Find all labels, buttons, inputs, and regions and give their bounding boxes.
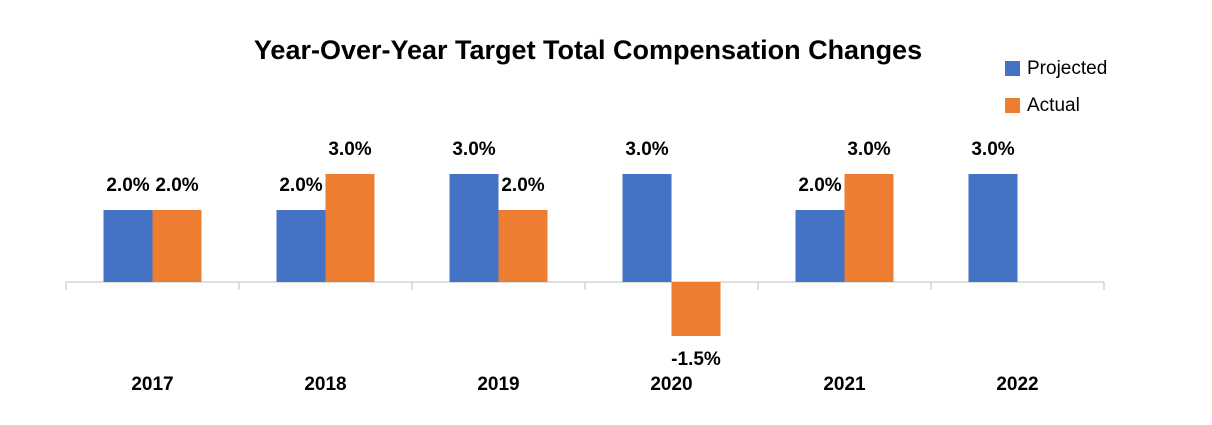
bar [671, 282, 721, 336]
bar [498, 210, 548, 282]
x-tick-label: 2018 [304, 374, 346, 395]
data-label: 3.0% [328, 139, 371, 160]
data-label: 2.0% [279, 175, 322, 196]
bar [325, 174, 375, 282]
bar [152, 210, 202, 282]
data-label: 3.0% [971, 139, 1014, 160]
bar [276, 210, 326, 282]
data-label: 2.0% [798, 175, 841, 196]
bar [795, 210, 845, 282]
bar [103, 210, 153, 282]
data-label: -1.5% [671, 349, 721, 370]
x-tick-label: 2019 [477, 374, 519, 395]
chart-title: Year-Over-Year Target Total Compensation… [254, 35, 922, 65]
legend-label: Projected [1027, 58, 1107, 79]
data-label: 3.0% [452, 139, 495, 160]
legend-label: Actual [1027, 95, 1080, 116]
legend-swatch [1005, 98, 1020, 113]
data-label: 2.0% [106, 175, 149, 196]
bar [968, 174, 1018, 282]
legend-swatch [1005, 61, 1020, 76]
data-label: 2.0% [155, 175, 198, 196]
x-tick-label: 2022 [996, 374, 1038, 395]
bar [622, 174, 672, 282]
bar [844, 174, 894, 282]
data-label: 3.0% [847, 139, 890, 160]
x-tick-label: 2020 [650, 374, 692, 395]
x-tick-label: 2021 [823, 374, 866, 395]
data-label: 2.0% [501, 175, 544, 196]
x-tick-label: 2017 [131, 374, 173, 395]
bar [449, 174, 499, 282]
data-label: 3.0% [625, 139, 668, 160]
